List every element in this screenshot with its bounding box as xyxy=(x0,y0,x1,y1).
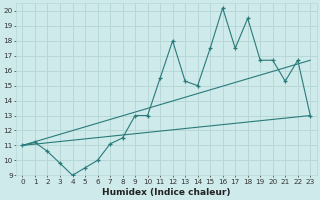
X-axis label: Humidex (Indice chaleur): Humidex (Indice chaleur) xyxy=(102,188,231,197)
